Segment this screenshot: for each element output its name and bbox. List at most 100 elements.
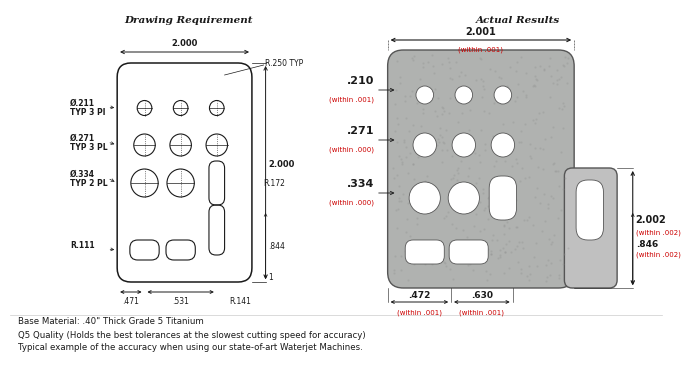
Point [418,194,429,200]
Point [471,211,482,218]
Point [389,128,400,134]
Point [404,251,415,257]
Point [517,239,528,245]
Point [546,134,557,140]
Point [455,69,466,75]
Point [429,85,440,92]
Point [405,233,416,239]
Point [553,275,564,281]
Point [551,77,562,83]
Point [474,159,485,165]
Point [515,128,526,134]
Point [442,209,453,216]
Text: R.141: R.141 [230,297,251,306]
Point [469,150,480,156]
Point [544,94,555,100]
Point [559,103,570,109]
Text: (within .001): (within .001) [460,310,504,316]
Point [409,254,420,260]
Point [504,137,515,143]
Point [422,173,433,179]
Point [455,245,466,251]
Point [453,164,464,171]
Point [524,263,535,269]
Point [499,216,510,222]
Point [398,137,409,143]
Point [506,249,517,256]
Point [503,238,514,244]
Point [491,237,502,243]
Point [510,156,522,162]
Point [528,83,539,89]
Point [390,87,401,93]
Point [446,176,457,182]
Point [461,234,472,240]
Point [427,138,438,144]
Point [553,183,564,189]
Point [437,134,448,140]
Point [524,152,535,159]
Point [501,219,512,225]
Point [389,175,400,181]
Point [559,63,570,69]
Point [430,196,441,202]
Text: Actual Results: Actual Results [475,15,559,25]
Point [481,268,492,274]
Point [515,178,526,184]
Point [496,75,507,81]
Point [475,56,486,62]
Text: Ø.334: Ø.334 [70,169,96,179]
Point [518,245,529,251]
Circle shape [409,182,440,214]
Point [526,155,537,161]
Point [535,146,546,152]
Point [509,246,520,253]
Point [511,94,522,100]
Point [546,193,557,199]
Text: 1: 1 [268,273,273,281]
Point [540,278,551,284]
Point [420,177,431,184]
Point [529,73,540,79]
Point [406,55,417,61]
Point [413,154,424,160]
Point [504,225,515,231]
Point [409,261,420,267]
Text: .334: .334 [347,179,374,189]
Point [447,221,458,227]
Point [411,221,422,227]
Point [504,64,515,70]
Point [550,167,561,174]
Point [511,59,522,65]
Point [476,76,487,82]
Text: 2.000: 2.000 [268,160,295,169]
Point [442,147,453,153]
Point [405,194,416,200]
Point [546,260,557,266]
Point [499,192,510,199]
Point [562,245,573,251]
Point [548,161,559,167]
Point [510,224,522,230]
Point [545,55,556,61]
Point [562,55,573,61]
Point [436,104,447,110]
Point [510,68,521,74]
Text: (within .001): (within .001) [458,46,504,52]
Point [399,93,410,99]
Point [405,255,416,261]
Point [462,173,473,179]
Point [550,167,561,174]
Point [541,274,552,280]
Point [403,200,414,206]
Point [438,104,449,110]
Point [400,98,411,104]
Point [540,262,551,268]
Circle shape [455,86,473,104]
Point [390,253,401,259]
Point [394,80,405,86]
Point [521,92,532,99]
Point [498,223,509,229]
Point [479,86,490,92]
Point [391,172,402,179]
